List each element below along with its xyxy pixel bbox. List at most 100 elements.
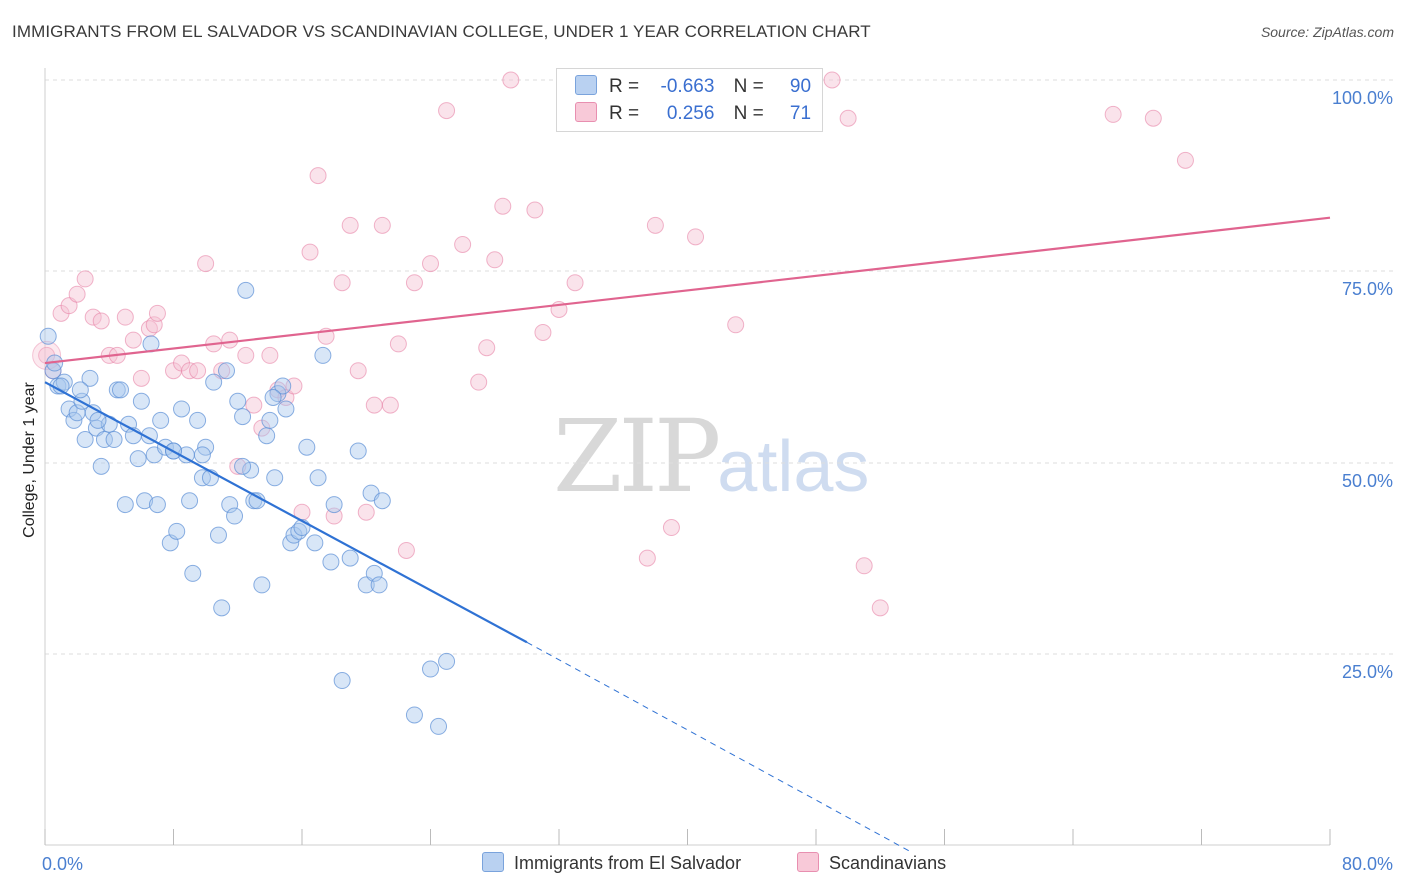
scandinavians-point: [1176, 151, 1194, 169]
scandinavians-point: [438, 102, 456, 120]
el-salvador-point: [242, 461, 260, 479]
el-salvador-point: [234, 408, 252, 426]
scandinavians-point: [422, 255, 439, 273]
y-tick-label: 75.0%: [1342, 279, 1393, 299]
el-salvador-point: [71, 381, 89, 399]
scandinavians-point: [454, 235, 472, 253]
scandinavians-point: [237, 346, 255, 364]
trend-lines: [44, 216, 1331, 854]
series-el-salvador: [39, 281, 456, 735]
scandinavians-point: [229, 457, 247, 475]
scandinavians-trend-line: [44, 216, 1331, 365]
scandinavians-point: [486, 251, 504, 269]
scandinavians-point: [389, 335, 407, 353]
y-tick-label: 50.0%: [1342, 471, 1393, 491]
scandinavians-point: [1144, 109, 1162, 127]
watermark-zip: ZIP: [553, 398, 721, 515]
chart-title: IMMIGRANTS FROM EL SALVADOR VS SCANDINAV…: [12, 22, 871, 41]
el-salvador-point: [266, 469, 284, 487]
scandinavians-point: [221, 331, 239, 349]
el-salvador-point: [205, 373, 223, 391]
scandinavians-point: [349, 362, 367, 380]
y-axis-label: College, Under 1 year: [21, 382, 38, 538]
el-salvador-point: [237, 281, 255, 299]
scandinavians-point: [373, 216, 391, 234]
axes: [44, 68, 1331, 846]
scandinavians-point: [357, 503, 375, 521]
scandinavians-point: [855, 557, 873, 575]
scandinavians-point: [68, 285, 86, 303]
el-salvador-point: [189, 411, 207, 429]
bottom-legend-el-salvador: Immigrants from El Salvador: [482, 852, 741, 874]
scandinavians-point: [84, 308, 102, 326]
el-salvador-point: [373, 492, 391, 510]
el-salvador-point: [226, 507, 244, 525]
scandinavians-point: [148, 304, 166, 322]
el-salvador-point: [253, 576, 271, 594]
el-salvador-point: [229, 392, 247, 410]
el-salvador-point: [116, 496, 134, 514]
el-salvador-point: [81, 369, 99, 387]
scandinavians-point: [502, 71, 520, 89]
scandinavians-point: [839, 109, 857, 127]
scandinavians-point: [261, 346, 279, 364]
bottom-legend-scandinavians: Scandinavians: [797, 852, 946, 874]
el-salvador-point: [148, 496, 166, 514]
source-label: Source: ZipAtlas.com: [1260, 24, 1394, 40]
scandinavians-point: [245, 396, 263, 414]
el-salvador-point: [152, 411, 170, 429]
legend-r-value: -0.663: [660, 76, 715, 97]
scandinavians-point: [405, 274, 423, 292]
scandinavians-point: [381, 396, 399, 414]
el-salvador-point: [277, 400, 295, 418]
el-salvador-point: [333, 672, 351, 690]
legend-n-label: N =: [733, 103, 764, 124]
scandinavians-point: [197, 255, 215, 273]
el-salvador-point: [168, 522, 186, 540]
legend-n-value: 71: [789, 103, 812, 124]
legend-row-el-salvador: R = -0.663 N = 90: [575, 75, 811, 101]
scandinavians-point: [333, 274, 351, 292]
el-salvador-point: [298, 438, 316, 456]
tick-labels: 25.0% 50.0% 75.0% 100.0% 0.0% 80.0%: [42, 88, 1393, 874]
el-salvador-point: [341, 549, 359, 567]
bottom-legend-label-scandinavians: Scandinavians: [829, 853, 947, 873]
el-salvador-point: [95, 431, 113, 449]
legend-r-label: R =: [609, 76, 640, 97]
el-salvador-trend-extension: [526, 641, 913, 854]
legend-row-scandinavians: R = 0.256 N = 71: [575, 102, 811, 128]
el-salvador-point: [325, 496, 343, 514]
el-salvador-point: [405, 706, 423, 724]
y-tick-label: 25.0%: [1342, 662, 1393, 682]
el-salvador-point: [111, 381, 129, 399]
scandinavians-point: [124, 331, 142, 349]
bottom-legend-swatch-scandinavians: [797, 852, 819, 872]
x-tick-label: 0.0%: [42, 854, 83, 874]
el-salvador-point: [193, 446, 211, 464]
scandinavians-point: [638, 549, 656, 567]
bottom-legend-swatch-el-salvador: [482, 852, 504, 872]
el-salvador-point: [89, 411, 107, 429]
el-salvador-point: [422, 660, 439, 678]
grid: [45, 79, 1395, 655]
el-salvador-point: [209, 526, 227, 544]
el-salvador-point: [322, 553, 340, 571]
el-salvador-point: [136, 492, 154, 510]
scandinavians-point: [1104, 105, 1122, 123]
x-tick-label: 80.0%: [1342, 854, 1393, 874]
y-tick-label: 100.0%: [1332, 88, 1393, 108]
el-salvador-point: [306, 534, 324, 552]
watermark-atlas: atlas: [717, 427, 870, 507]
el-salvador-point: [370, 576, 388, 594]
scandinavians-point: [727, 316, 745, 334]
el-salvador-point: [181, 492, 199, 510]
el-salvador-point: [314, 346, 332, 364]
legend-r-label: R =: [609, 103, 640, 124]
el-salvador-point: [92, 457, 110, 475]
el-salvador-point: [438, 652, 456, 670]
bottom-legend-label-el-salvador: Immigrants from El Salvador: [514, 853, 742, 873]
el-salvador-point: [258, 427, 276, 445]
legend-swatch-scandinavians: [575, 102, 597, 122]
scandinavians-point: [534, 323, 552, 341]
